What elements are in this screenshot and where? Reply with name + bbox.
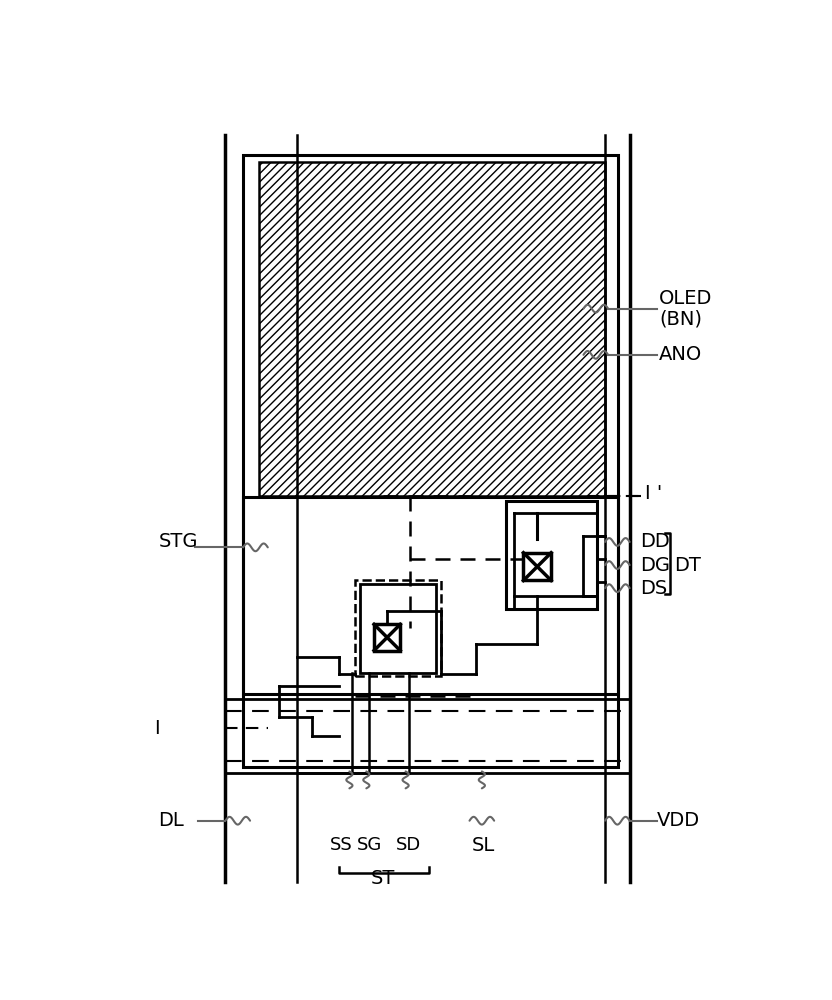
Text: ST: ST bbox=[371, 869, 395, 888]
Text: STG: STG bbox=[158, 532, 198, 551]
Bar bbox=[507, 501, 597, 609]
Text: I ': I ' bbox=[645, 484, 662, 503]
Text: SG: SG bbox=[357, 836, 382, 854]
Bar bbox=[243, 155, 618, 767]
Bar bbox=[360, 584, 436, 673]
Text: DG: DG bbox=[641, 556, 671, 575]
Bar bbox=[374, 624, 400, 651]
Text: SL: SL bbox=[472, 836, 495, 855]
Text: DT: DT bbox=[675, 556, 701, 575]
Bar bbox=[243, 497, 618, 694]
Text: OLED: OLED bbox=[659, 289, 712, 308]
Text: DD: DD bbox=[641, 532, 671, 551]
Text: DS: DS bbox=[641, 579, 668, 598]
Text: I: I bbox=[154, 719, 160, 738]
Text: ANO: ANO bbox=[659, 345, 702, 364]
Bar bbox=[523, 553, 551, 580]
Text: DL: DL bbox=[158, 811, 184, 830]
Bar bbox=[259, 162, 605, 496]
Text: SD: SD bbox=[396, 836, 421, 854]
Bar bbox=[354, 580, 441, 676]
Text: VDD: VDD bbox=[656, 811, 700, 830]
Text: (BN): (BN) bbox=[659, 309, 702, 328]
Text: SS: SS bbox=[330, 836, 353, 854]
